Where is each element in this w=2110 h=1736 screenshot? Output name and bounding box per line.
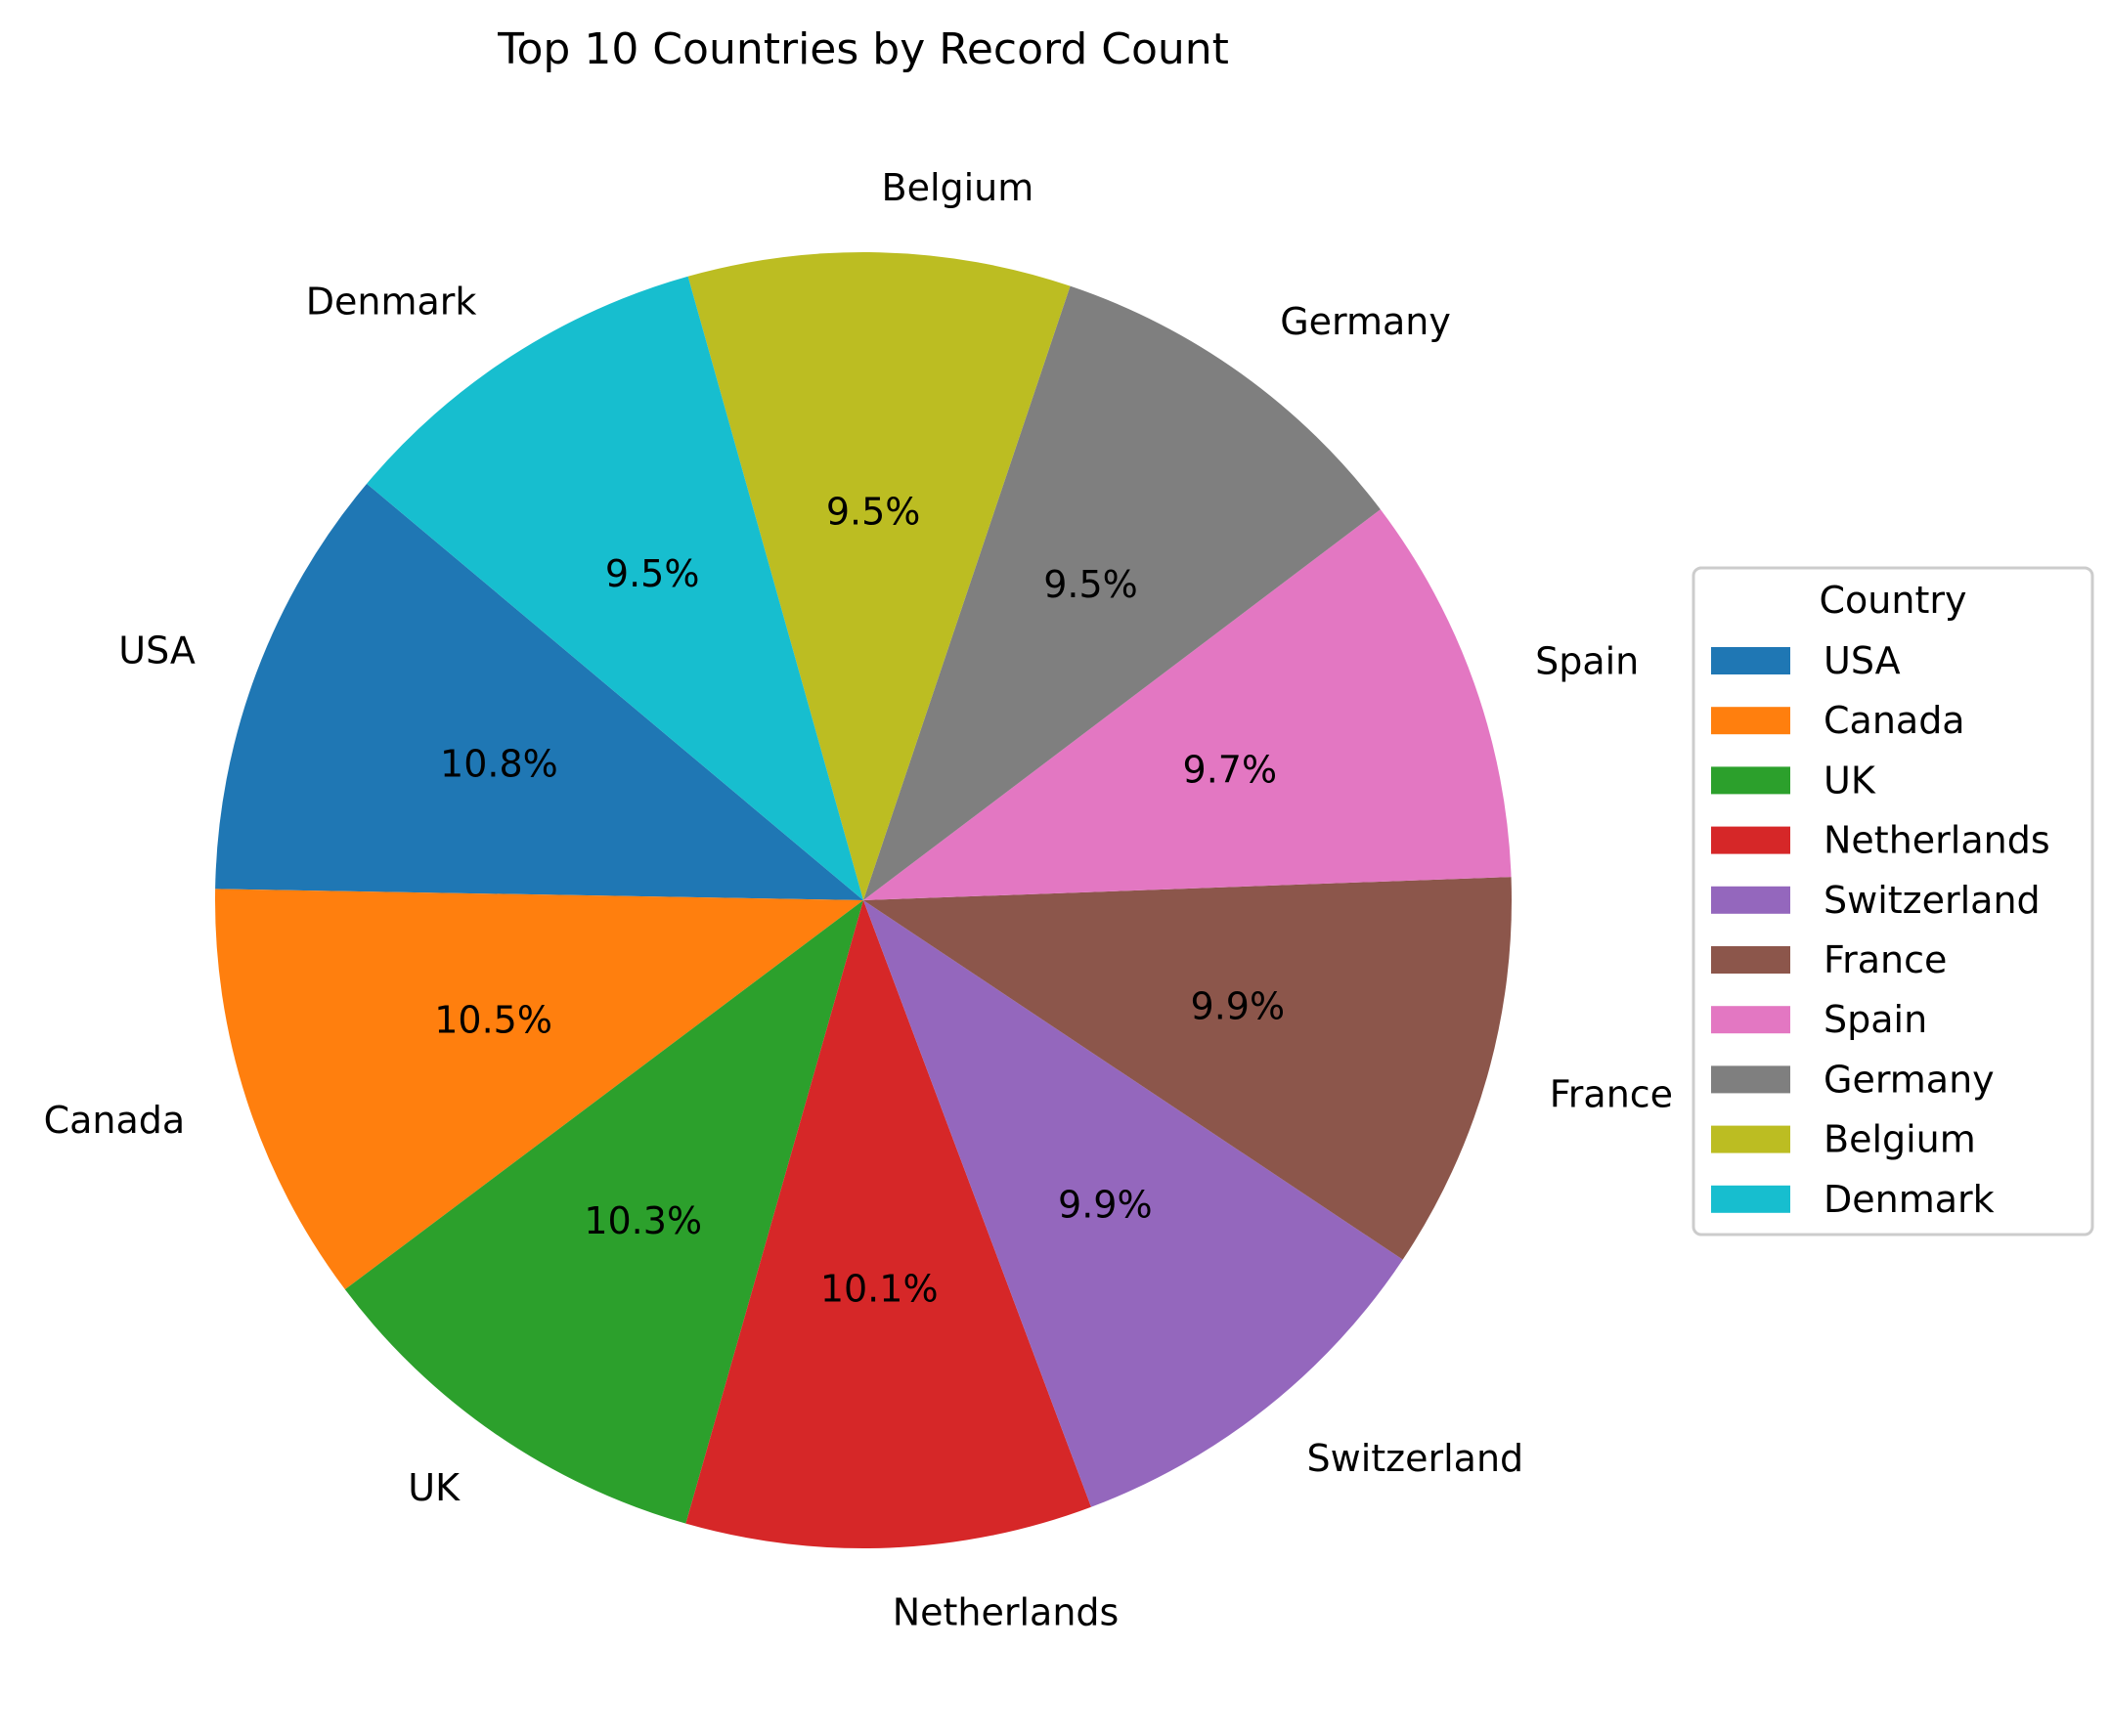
- legend-swatch-spain: [1711, 1006, 1790, 1034]
- slice-percent-label-spain: 9.7%: [1183, 749, 1278, 792]
- legend-label-switzerland: Switzerland: [1824, 879, 2041, 922]
- legend-frame: [1692, 566, 2094, 1237]
- legend: Country USA Canada UK Netherlands Switzerlan…: [1692, 566, 2094, 1237]
- slice-category-label-belgium: Belgium: [882, 166, 1034, 209]
- slice-category-label-france: France: [1550, 1073, 1673, 1116]
- legend-label-canada: Canada: [1824, 699, 1965, 742]
- legend-label-spain: Spain: [1824, 998, 1927, 1041]
- pie-slice-spain: [863, 509, 1512, 900]
- pie-slice-uk: [344, 900, 863, 1524]
- slice-percent-label-france: 9.9%: [1191, 984, 1286, 1027]
- legend-swatch-germany: [1711, 1065, 1790, 1094]
- legend-label-denmark: Denmark: [1824, 1178, 1995, 1221]
- pie-slice-denmark: [367, 276, 863, 901]
- legend-entries: USA Canada UK Netherlands Switzerland France S…: [1711, 639, 2050, 1221]
- pie-slices: [214, 252, 1513, 1548]
- pie-slice-france: [863, 877, 1513, 1260]
- legend-title: Country: [1820, 579, 1967, 622]
- slice-percent-label-netherlands: 10.1%: [820, 1268, 939, 1311]
- slice-percent-label-usa: 10.8%: [440, 743, 558, 786]
- pie-slice-germany: [863, 285, 1381, 900]
- slice-percent-label-uk: 10.3%: [584, 1199, 702, 1242]
- legend-swatch-canada: [1711, 707, 1790, 735]
- legend-label-france: France: [1824, 938, 1947, 981]
- slice-category-label-denmark: Denmark: [306, 280, 477, 323]
- pie-slice-canada: [214, 889, 863, 1290]
- slice-category-label-germany: Germany: [1280, 300, 1451, 343]
- pie-labels: 10.8% USA 10.5% Canada 10.3% UK 10.1% Netherlan…: [44, 166, 1673, 1634]
- slice-percent-label-denmark: 9.5%: [605, 552, 700, 595]
- slice-category-label-spain: Spain: [1535, 640, 1639, 683]
- pie-slice-switzerland: [863, 900, 1403, 1507]
- slice-category-label-canada: Canada: [44, 1099, 186, 1142]
- slice-category-label-switzerland: Switzerland: [1307, 1437, 1524, 1480]
- legend-label-germany: Germany: [1824, 1058, 1995, 1101]
- legend-swatch-netherlands: [1711, 826, 1790, 854]
- slice-category-label-netherlands: Netherlands: [893, 1591, 1120, 1634]
- slice-percent-label-germany: 9.5%: [1043, 563, 1138, 606]
- legend-swatch-belgium: [1711, 1125, 1790, 1153]
- legend-swatch-switzerland: [1711, 886, 1790, 914]
- legend-label-uk: UK: [1824, 759, 1876, 802]
- legend-swatch-uk: [1711, 766, 1790, 795]
- legend-swatch-usa: [1711, 647, 1790, 674]
- pie-slice-usa: [215, 483, 864, 900]
- legend-swatch-france: [1711, 946, 1790, 974]
- legend-label-netherlands: Netherlands: [1824, 819, 2050, 862]
- chart-title: Top 10 Countries by Record Count: [497, 24, 1229, 74]
- slice-percent-label-belgium: 9.5%: [826, 490, 921, 533]
- slice-percent-label-canada: 10.5%: [434, 999, 552, 1042]
- legend-label-belgium: Belgium: [1824, 1118, 1976, 1161]
- legend-swatch-denmark: [1711, 1185, 1790, 1213]
- legend-label-usa: USA: [1824, 639, 1901, 682]
- slice-category-label-usa: USA: [118, 629, 196, 673]
- pie-slice-belgium: [687, 252, 1071, 901]
- pie-slice-netherlands: [685, 900, 1091, 1548]
- slice-category-label-uk: UK: [408, 1466, 461, 1509]
- slice-percent-label-switzerland: 9.9%: [1058, 1184, 1153, 1227]
